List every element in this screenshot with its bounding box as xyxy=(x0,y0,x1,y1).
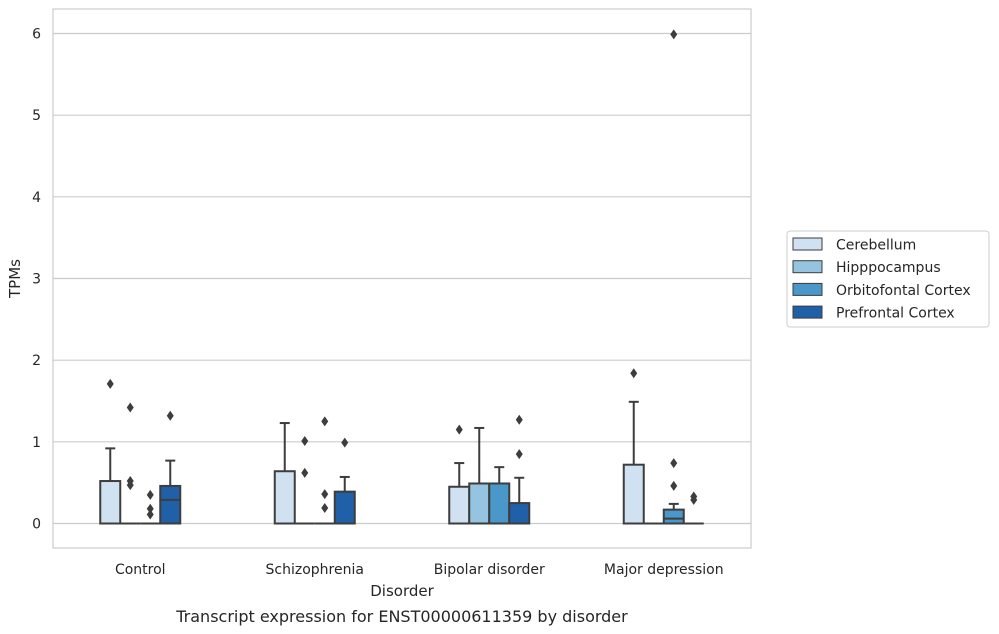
x-axis-label: Disorder xyxy=(370,582,434,600)
outlier-point xyxy=(690,491,698,502)
box-2-4 xyxy=(333,437,356,525)
outlier-point xyxy=(515,414,523,425)
legend-swatch xyxy=(792,305,823,319)
box-4-4 xyxy=(683,491,704,525)
outlier-point xyxy=(146,503,154,514)
box-2-1 xyxy=(273,422,296,525)
legend-label: Prefrontal Cortex xyxy=(836,306,955,322)
legend: Cerebellum Hipppocampus Orbitofontal Corte… xyxy=(786,230,990,328)
y-axis-ticks: 0 1 2 3 4 5 6 xyxy=(32,27,41,533)
box-4-3 xyxy=(662,29,685,525)
x-tick-label: Control xyxy=(115,562,166,578)
outlier-point xyxy=(146,489,154,500)
outlier-point xyxy=(321,416,329,427)
box-body xyxy=(662,508,685,525)
y-tick-label: 5 xyxy=(32,108,41,124)
outlier-point xyxy=(455,424,463,435)
box-body xyxy=(159,484,182,525)
box-plot-area xyxy=(99,29,704,525)
box-3-3 xyxy=(488,466,511,525)
x-tick-label: Major depression xyxy=(604,562,724,578)
outlier-point xyxy=(166,410,174,421)
box-3-4 xyxy=(508,414,531,525)
legend-frame xyxy=(786,230,990,328)
box-1-3 xyxy=(140,489,161,525)
y-tick-label: 0 xyxy=(32,517,41,533)
gridlines xyxy=(53,32,751,525)
legend-label: Cerebellum xyxy=(836,238,916,254)
box-2-3 xyxy=(314,416,335,525)
outlier-point xyxy=(301,436,309,447)
legend-label: Orbitofontal Cortex xyxy=(836,283,971,299)
box-body xyxy=(468,482,491,525)
box-3-2 xyxy=(468,426,491,525)
box-body xyxy=(333,490,356,525)
box-body xyxy=(273,470,296,525)
plot-frame xyxy=(52,8,752,549)
outlier-point xyxy=(126,402,134,413)
box-1-4 xyxy=(159,410,182,525)
y-tick-label: 6 xyxy=(32,27,41,43)
box-1-2 xyxy=(120,402,141,525)
legend-swatch xyxy=(792,260,823,274)
box-3-1 xyxy=(448,424,471,525)
box-body xyxy=(508,502,531,525)
outlier-point xyxy=(670,29,678,40)
legend-swatch xyxy=(792,282,823,296)
box-2-2 xyxy=(294,436,315,525)
outlier-point xyxy=(146,509,154,520)
x-axis-ticks: Control Schizophrenia Bipolar disorder Majo… xyxy=(115,562,724,578)
outlier-point xyxy=(301,467,309,478)
outlier-point xyxy=(670,458,678,469)
legend-swatch xyxy=(792,237,823,251)
box-body xyxy=(99,480,122,525)
x-tick-label: Schizophrenia xyxy=(266,562,364,578)
x-tick-label: Bipolar disorder xyxy=(434,562,545,578)
y-tick-label: 3 xyxy=(32,272,41,288)
outlier-point xyxy=(341,437,349,448)
box-body xyxy=(448,485,471,525)
y-tick-label: 1 xyxy=(32,435,41,451)
box-1-1 xyxy=(99,378,122,525)
y-tick-label: 2 xyxy=(32,353,41,369)
outlier-point xyxy=(515,449,523,460)
outlier-point xyxy=(630,368,638,379)
outlier-point xyxy=(321,502,329,513)
box-body xyxy=(488,482,511,525)
y-tick-label: 4 xyxy=(32,190,41,206)
box-4-1 xyxy=(622,368,645,525)
outlier-point xyxy=(670,480,678,491)
outlier-point xyxy=(106,378,114,389)
box-body xyxy=(622,463,645,525)
chart-caption: Transcript expression for ENST0000061135… xyxy=(175,607,628,626)
y-axis-label: TPMs xyxy=(6,259,24,299)
outlier-point xyxy=(321,489,329,500)
legend-label: Hipppocampus xyxy=(836,260,941,276)
outlier-point xyxy=(126,476,134,487)
